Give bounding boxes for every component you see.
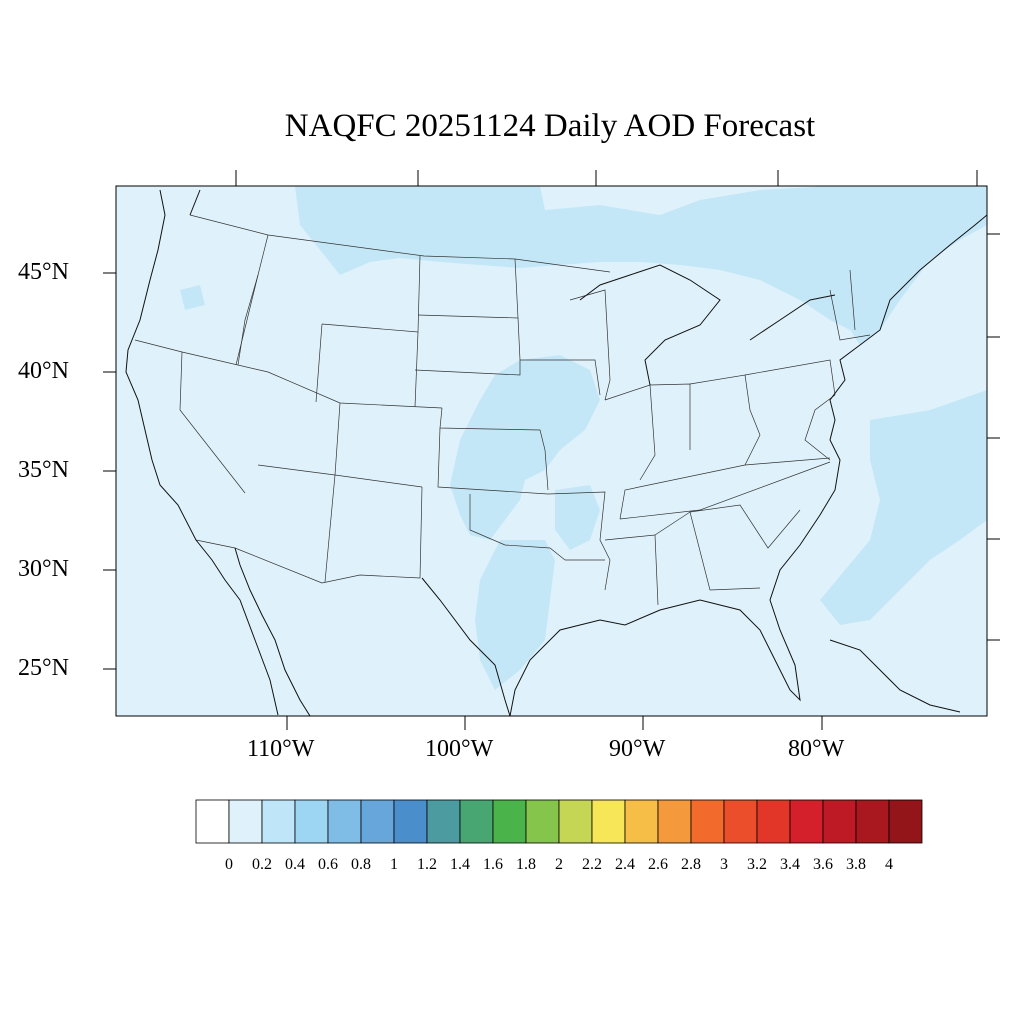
colorbar-tick-label: 3.4 [780, 856, 800, 873]
colorbar-tick-label: 2.2 [582, 856, 602, 873]
colorbar-swatch [690, 799, 725, 844]
lon-label-100w: 100°W [425, 736, 494, 762]
colorbar-swatch [393, 799, 428, 844]
map-title: NAQFC 20251124 Daily AOD Forecast [284, 108, 816, 144]
colorbar-swatch [459, 799, 494, 844]
colorbar-tick-label: 0.6 [318, 856, 338, 873]
colorbar-tick-label: 3.8 [846, 856, 866, 873]
state-boundaries [134, 214, 871, 606]
colorbar-swatch [558, 799, 593, 844]
lon-label-110w: 110°W [247, 736, 315, 762]
lat-label-25n: 25°N [18, 655, 69, 681]
colorbar-tick-label: 1.8 [516, 856, 536, 873]
aod-contour-patches [180, 186, 987, 690]
colorbar-swatch [426, 799, 461, 844]
colorbar-tick-label: 0.8 [351, 856, 371, 873]
colorbar-tick-label: 1.4 [450, 856, 470, 873]
colorbar-swatch [492, 799, 527, 844]
colorbar-swatch [228, 799, 263, 844]
colorbar-tick-label: 2.6 [648, 856, 668, 873]
colorbar-swatch [591, 799, 626, 844]
colorbar-tick-label: 0.2 [252, 856, 272, 873]
colorbar-swatch [789, 799, 824, 844]
colorbar-tick-label: 2 [555, 856, 563, 873]
colorbar-tick-label: 1 [390, 856, 398, 873]
colorbar-tick-label: 1.2 [417, 856, 437, 873]
colorbar-tick-label: 3.2 [747, 856, 767, 873]
colorbar-swatch [657, 799, 692, 844]
coastlines [125, 189, 987, 716]
colorbar-tick-label: 0.4 [285, 856, 305, 873]
colorbar-tick-label: 2.8 [681, 856, 701, 873]
colorbar-swatch [822, 799, 857, 844]
lon-label-90w: 90°W [609, 736, 666, 762]
lat-label-40n: 40°N [18, 358, 69, 384]
map-plot-area [116, 186, 987, 716]
colorbar-tick-label: 1.6 [483, 856, 503, 873]
colorbar-tick-label: 0 [225, 856, 233, 873]
colorbar-swatch [855, 799, 890, 844]
colorbar-swatch [195, 799, 230, 844]
colorbar-tick-label: 4 [885, 856, 893, 873]
map-frame [103, 170, 1000, 730]
colorbar-swatch [525, 799, 560, 844]
colorbar-swatch [756, 799, 791, 844]
colorbar-swatch [360, 799, 395, 844]
colorbar-tick-label: 3.6 [813, 856, 833, 873]
lat-label-30n: 30°N [18, 556, 69, 582]
colorbar-tick-label: 2.4 [615, 856, 635, 873]
lon-label-80w: 80°W [788, 736, 845, 762]
colorbar-tick-label: 3 [720, 856, 728, 873]
lat-label-35n: 35°N [18, 457, 69, 483]
colorbar-swatch [261, 799, 296, 844]
lat-label-45n: 45°N [18, 259, 69, 285]
colorbar-swatch [327, 799, 362, 844]
colorbar [195, 799, 923, 844]
colorbar-swatch [888, 799, 923, 844]
colorbar-swatch [294, 799, 329, 844]
colorbar-swatch [624, 799, 659, 844]
colorbar-swatch [723, 799, 758, 844]
